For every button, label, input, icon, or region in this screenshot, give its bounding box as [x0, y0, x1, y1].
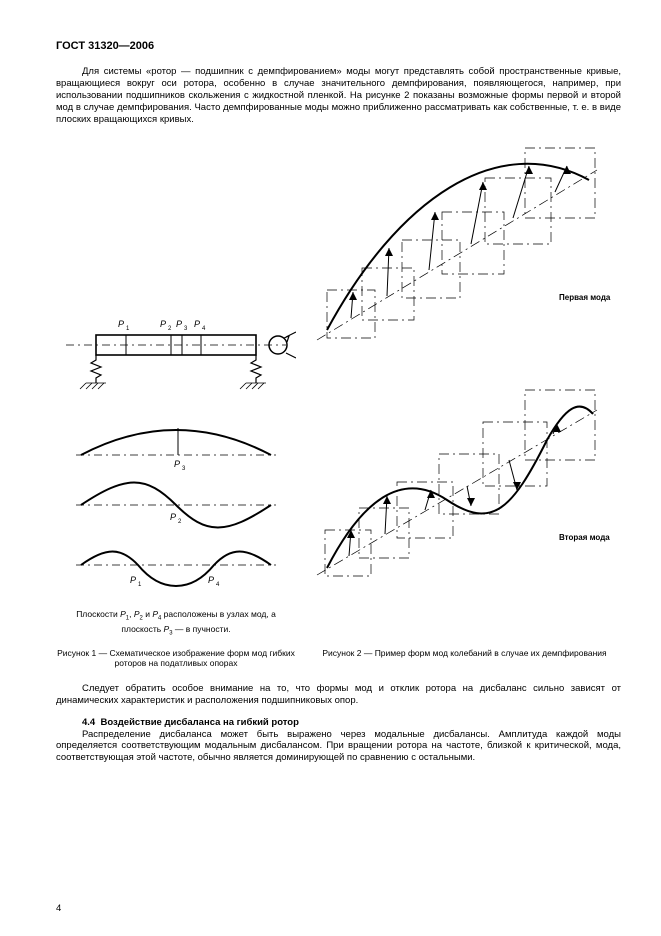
svg-text:2: 2: [178, 519, 182, 525]
section-4-4-body: Распределение дисбаланса может быть выра…: [56, 729, 621, 765]
page-number: 4: [56, 903, 61, 914]
figure-2: Первая мода: [302, 135, 621, 605]
figure-1-svg: P1 P2 P3 P4: [56, 135, 296, 605]
mode-2-label: Вторая мода: [559, 533, 610, 542]
svg-text:P: P: [194, 319, 200, 329]
svg-text:3: 3: [184, 326, 188, 332]
svg-text:P: P: [176, 319, 182, 329]
figure-2-svg: Первая мода: [302, 135, 612, 605]
figure-2-caption: Рисунок 2 — Пример форм мод колебаний в …: [308, 648, 621, 669]
svg-text:P: P: [130, 575, 136, 585]
svg-text:P: P: [160, 319, 166, 329]
svg-text:3: 3: [182, 466, 186, 472]
svg-text:P: P: [170, 512, 176, 522]
svg-text:1: 1: [126, 326, 130, 332]
document-page: ГОСТ 31320—2006 Для системы «ротор — под…: [0, 0, 661, 936]
svg-text:P: P: [208, 575, 214, 585]
svg-text:4: 4: [216, 582, 220, 588]
svg-text:4: 4: [202, 326, 206, 332]
section-4-4-heading: 4.4 Воздействие дисбаланса на гибкий рот…: [56, 717, 621, 729]
figure-captions: Рисунок 1 — Схематическое изображение фо…: [56, 644, 621, 669]
figure-1: P1 P2 P3 P4: [56, 135, 296, 605]
post-paragraph: Следует обратить особое внимание на то, …: [56, 683, 621, 707]
svg-text:2: 2: [168, 326, 172, 332]
svg-text:1: 1: [138, 582, 142, 588]
svg-text:P: P: [118, 319, 124, 329]
intro-paragraph: Для системы «ротор — подшипник с демпфир…: [56, 66, 621, 125]
figure-1-note: Плоскости P1, P2 и P4 расположены в узла…: [56, 609, 296, 637]
figures-block: P1 P2 P3 P4: [56, 135, 621, 605]
figure-1-caption: Рисунок 1 — Схематическое изображение фо…: [56, 648, 296, 669]
svg-text:P: P: [174, 459, 180, 469]
standard-header: ГОСТ 31320—2006: [56, 40, 621, 52]
mode-1-label: Первая мода: [559, 293, 611, 302]
